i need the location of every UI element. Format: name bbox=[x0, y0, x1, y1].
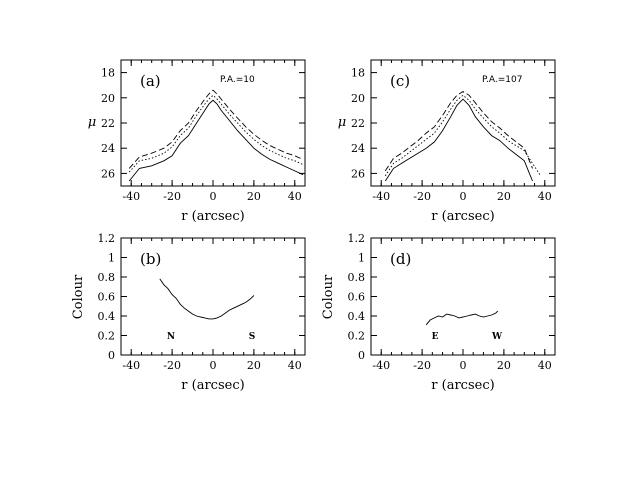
y-axis-label: Colour bbox=[71, 274, 86, 319]
x-tick-label: 40 bbox=[538, 359, 552, 372]
y-tick-label: 18 bbox=[351, 67, 365, 80]
y-tick-label: 0 bbox=[358, 349, 365, 362]
y-tick-label: 22 bbox=[101, 117, 115, 130]
x-axis-label: r (arcsec) bbox=[431, 209, 494, 224]
panel-c-surface-brightness: -40 -20 0 20 40 18 20 22 24 26 (c) P.A.=107 r (a… bbox=[338, 59, 556, 224]
y-axis: 0 0.2 0.4 0.6 0.8 1 1.2 bbox=[348, 232, 555, 362]
y-tick-label: 20 bbox=[101, 92, 115, 105]
y-tick-label: 0.4 bbox=[348, 310, 366, 323]
x-tick-label: -20 bbox=[163, 359, 181, 372]
x-tick-label: 40 bbox=[288, 190, 302, 203]
panel-b-colour-profile: -40 -20 0 20 40 0 0.2 0.4 0.6 0.8 1 1.2 (b) N S r … bbox=[71, 232, 306, 393]
x-tick-label: 20 bbox=[247, 190, 261, 203]
x-axis: -40 -20 0 20 40 bbox=[370, 60, 556, 203]
y-tick-label: 0.8 bbox=[348, 271, 366, 284]
y-axis: 0 0.2 0.4 0.6 0.8 1 1.2 bbox=[98, 232, 305, 362]
x-axis-label: r (arcsec) bbox=[431, 378, 494, 393]
x-tick-label: -20 bbox=[413, 359, 431, 372]
y-tick-label: 20 bbox=[351, 92, 365, 105]
x-tick-label: 40 bbox=[288, 359, 302, 372]
x-axis-label: r (arcsec) bbox=[181, 378, 244, 393]
series-line-solid bbox=[425, 310, 499, 326]
series-group bbox=[128, 89, 304, 182]
panel-a-surface-brightness: -40 -20 0 20 40 18 20 22 24 26 (a) P.A.=10 r (ar… bbox=[88, 59, 306, 224]
x-tick-label: -20 bbox=[413, 190, 431, 203]
x-tick-label: 0 bbox=[460, 190, 467, 203]
panel-label: (a) bbox=[140, 72, 161, 90]
x-tick-label: 20 bbox=[247, 359, 261, 372]
south-label: S bbox=[249, 332, 256, 342]
series-group bbox=[425, 310, 499, 326]
y-axis-label: μ bbox=[88, 115, 96, 130]
y-tick-label: 22 bbox=[351, 117, 365, 130]
x-tick-label: 40 bbox=[538, 190, 552, 203]
x-axis-label: r (arcsec) bbox=[181, 209, 244, 224]
east-label: E bbox=[432, 332, 439, 342]
y-tick-label: 26 bbox=[351, 167, 365, 180]
y-axis-label: Colour bbox=[321, 274, 336, 319]
series-line-dashed bbox=[128, 89, 304, 169]
y-tick-label: 26 bbox=[101, 167, 115, 180]
y-tick-label: 1.2 bbox=[98, 232, 116, 245]
north-label: N bbox=[167, 332, 175, 342]
x-tick-label: 0 bbox=[460, 359, 467, 372]
y-tick-label: 1.2 bbox=[348, 232, 366, 245]
series-line-dotted bbox=[384, 94, 542, 177]
position-angle-label: P.A.=107 bbox=[482, 75, 522, 85]
series-group bbox=[384, 90, 542, 182]
y-tick-label: 1 bbox=[358, 252, 365, 265]
y-tick-label: 24 bbox=[101, 142, 115, 155]
y-tick-label: 0.8 bbox=[98, 271, 116, 284]
west-label: W bbox=[491, 332, 503, 342]
y-axis: 18 20 22 24 26 bbox=[101, 67, 305, 180]
position-angle-label: P.A.=10 bbox=[220, 75, 255, 85]
x-tick-label: -40 bbox=[372, 359, 390, 372]
series-line-dashed bbox=[384, 90, 533, 172]
x-axis: -40 -20 0 20 40 bbox=[120, 60, 306, 203]
series-line-solid bbox=[384, 98, 533, 182]
series-group bbox=[159, 278, 255, 320]
y-tick-label: 0 bbox=[108, 349, 115, 362]
y-axis-label: μ bbox=[338, 115, 346, 130]
y-tick-label: 0.6 bbox=[348, 291, 366, 304]
series-line-solid bbox=[128, 99, 304, 182]
x-tick-label: -40 bbox=[372, 190, 390, 203]
y-axis: 18 20 22 24 26 bbox=[351, 67, 555, 180]
x-tick-label: -40 bbox=[122, 190, 140, 203]
panel-label: (b) bbox=[140, 250, 161, 268]
x-tick-label: 20 bbox=[497, 359, 511, 372]
series-line-solid bbox=[159, 278, 255, 320]
panel-label: (d) bbox=[390, 250, 411, 268]
x-axis: -40 -20 0 20 40 bbox=[370, 238, 556, 372]
x-tick-label: -40 bbox=[122, 359, 140, 372]
x-tick-label: 0 bbox=[210, 359, 217, 372]
y-tick-label: 0.6 bbox=[98, 291, 116, 304]
x-axis: -40 -20 0 20 40 bbox=[120, 238, 306, 372]
panel-d-colour-profile: -40 -20 0 20 40 0 0.2 0.4 0.6 0.8 1 1.2 (d) E W r … bbox=[321, 232, 556, 393]
y-tick-label: 0.2 bbox=[348, 330, 366, 343]
y-tick-label: 1 bbox=[108, 252, 115, 265]
y-tick-label: 18 bbox=[101, 67, 115, 80]
x-tick-label: 0 bbox=[210, 190, 217, 203]
series-line-dotted bbox=[128, 94, 304, 173]
x-tick-label: 20 bbox=[497, 190, 511, 203]
y-tick-label: 0.2 bbox=[98, 330, 116, 343]
x-tick-label: -20 bbox=[163, 190, 181, 203]
panel-label: (c) bbox=[390, 72, 410, 90]
y-tick-label: 0.4 bbox=[98, 310, 116, 323]
y-tick-label: 24 bbox=[351, 142, 365, 155]
